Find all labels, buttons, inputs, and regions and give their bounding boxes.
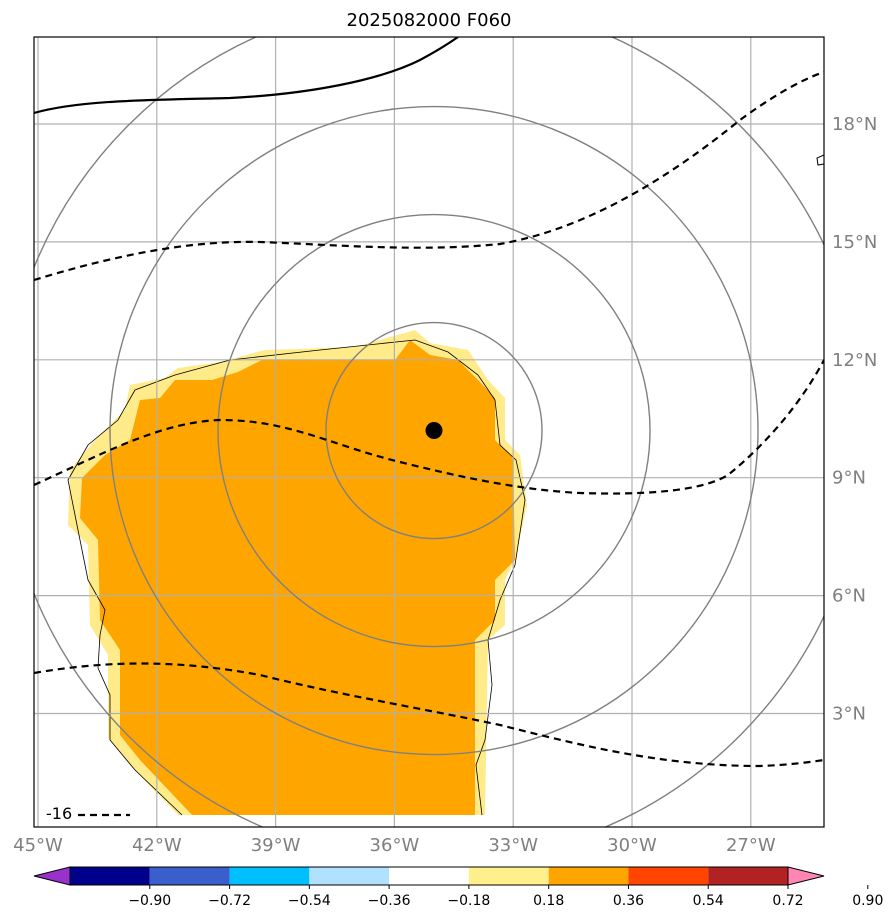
colorbar-tick-label: −0.54 <box>288 893 331 909</box>
colorbar-tick-label: 0.54 <box>693 893 724 909</box>
colorbar-tick-label: 0.72 <box>772 893 803 909</box>
contour-line <box>34 70 824 282</box>
range-ring <box>109 105 759 756</box>
longitude-label: 33°W <box>488 835 538 856</box>
range-rings <box>34 37 824 827</box>
latitude-label: 15°N <box>832 232 877 253</box>
coastline-fragment <box>816 154 824 166</box>
range-ring <box>217 213 651 648</box>
anomaly-field-core <box>80 340 515 815</box>
colorbar-tick-label: 0.36 <box>613 893 644 909</box>
colorbar-extend-low <box>33 866 71 886</box>
colorbar-tick-label: −0.36 <box>368 893 411 909</box>
longitude-label: 30°W <box>607 835 657 856</box>
colorbar-frame <box>69 866 789 886</box>
range-ring <box>325 321 543 540</box>
contour-line-solid <box>34 37 459 115</box>
colorbar-ticks: −0.90 −0.72 −0.54 −0.36 −0.18 0.18 0.36 0.54 0.7… <box>128 885 883 909</box>
latitude-label: 18°N <box>832 114 877 135</box>
colorbar-segment <box>468 867 549 885</box>
latitude-label: 3°N <box>832 704 866 725</box>
colorbar-segment <box>229 867 310 885</box>
lat-lon-grid <box>34 37 824 827</box>
colorbar-tick-label: −0.18 <box>447 893 490 909</box>
colorbar-segment <box>70 867 150 885</box>
colorbar-segment <box>309 867 390 885</box>
latitude-label: 6°N <box>832 586 866 607</box>
latitude-labels: 18°N 15°N 12°N 9°N 6°N 3°N <box>832 114 877 725</box>
latitude-label: 12°N <box>832 350 877 371</box>
longitude-label: 42°W <box>132 835 182 856</box>
longitude-label: 36°W <box>370 835 420 856</box>
colorbar-tick-label: −0.72 <box>208 893 251 909</box>
storm-center-marker <box>425 422 443 440</box>
colorbar-segment <box>149 867 230 885</box>
colorbar-tick-label: 0.18 <box>533 893 564 909</box>
longitude-labels: 45°W 42°W 39°W 36°W 33°W 30°W 27°W <box>13 835 776 856</box>
longitude-label: 45°W <box>13 835 63 856</box>
colorbar-extend-high <box>787 866 825 886</box>
colorbar-tick-label: 0.90 <box>852 893 883 909</box>
colorbar-segment <box>548 867 629 885</box>
colorbar-segment <box>708 867 788 885</box>
map-frame <box>33 36 825 828</box>
colorbar <box>33 866 825 886</box>
longitude-label: 39°W <box>251 835 301 856</box>
contour-lines <box>34 37 824 817</box>
map-area: -16 <box>34 37 824 827</box>
latitude-label: 9°N <box>832 468 866 489</box>
colorbar-segment <box>628 867 709 885</box>
contour-line <box>34 662 824 768</box>
colorbar-tick-label: −0.90 <box>128 893 171 909</box>
contour-line <box>34 359 824 495</box>
contour-label: -16 <box>46 804 72 823</box>
colorbar-segment <box>389 867 469 885</box>
anomaly-field <box>67 330 527 816</box>
longitude-label: 27°W <box>726 835 776 856</box>
plot-title: 2025082000 F060 <box>347 10 512 31</box>
